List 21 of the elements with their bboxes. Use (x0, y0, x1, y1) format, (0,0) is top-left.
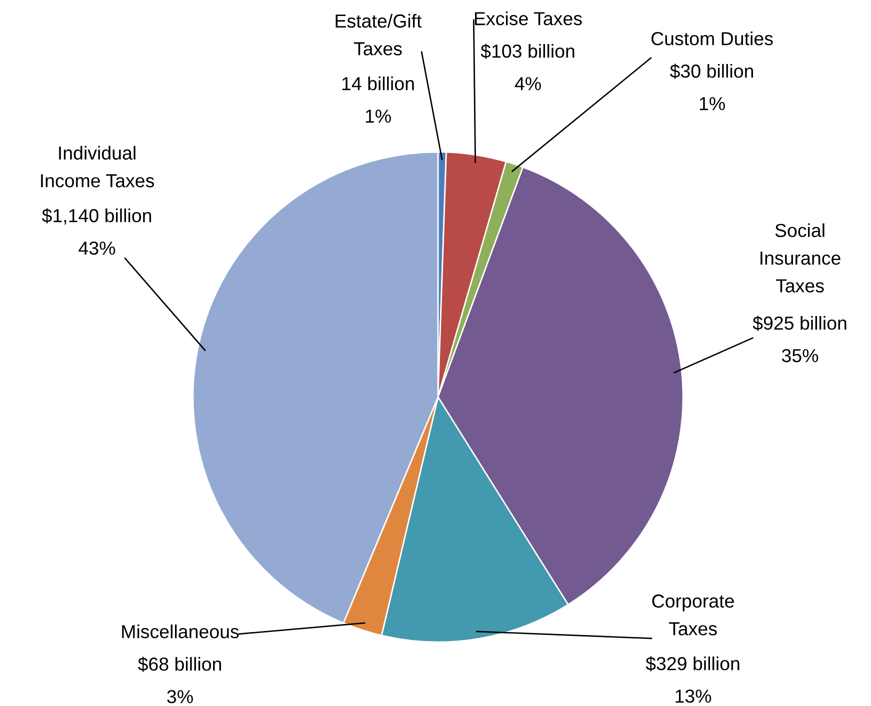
data-label: $30 billion (670, 64, 754, 79)
data-label: $1,140 billion (42, 208, 152, 224)
slice-label: Excise Taxes (475, 12, 582, 26)
data-label: 14 billion (342, 76, 414, 90)
text: 1% (366, 110, 391, 123)
text: 4% (514, 77, 541, 90)
text: 1% (700, 97, 725, 110)
text: 3% (167, 690, 193, 704)
text: 43% (78, 242, 116, 255)
slice-label: Corporate Taxes (652, 594, 734, 636)
text: 35% (782, 349, 818, 362)
data-label: $103 billion (480, 44, 574, 59)
slice-label: Custom Duties (651, 32, 773, 46)
slice-label: Estate/Gift Taxes (336, 14, 422, 56)
slice-label: Social Insurance Taxes (760, 223, 840, 292)
slice-label: Individual Income Taxes (41, 146, 154, 188)
data-label: $329 billion (646, 656, 740, 672)
data-label: $68 billion (138, 656, 222, 672)
text: 13% (676, 690, 712, 703)
data-label: $925 billion (752, 316, 846, 331)
slice-label: Miscellaneous (122, 624, 239, 638)
